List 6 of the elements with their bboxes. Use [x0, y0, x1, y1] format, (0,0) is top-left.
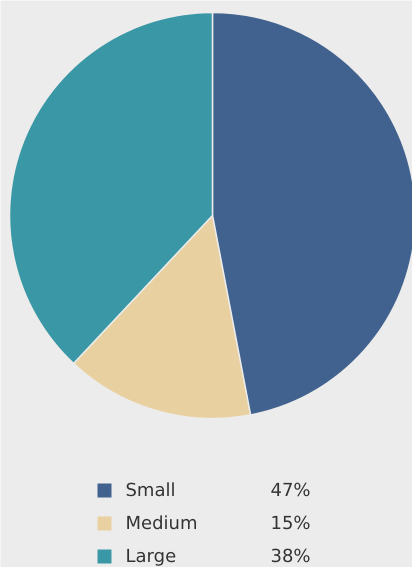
data-label: 38%: [270, 546, 311, 567]
data-label: 47%: [270, 480, 311, 501]
legend-label: Large: [126, 546, 176, 567]
data-label: 15%: [270, 513, 311, 534]
legend-label: Medium: [126, 513, 198, 534]
legend-label: Small: [126, 480, 176, 501]
